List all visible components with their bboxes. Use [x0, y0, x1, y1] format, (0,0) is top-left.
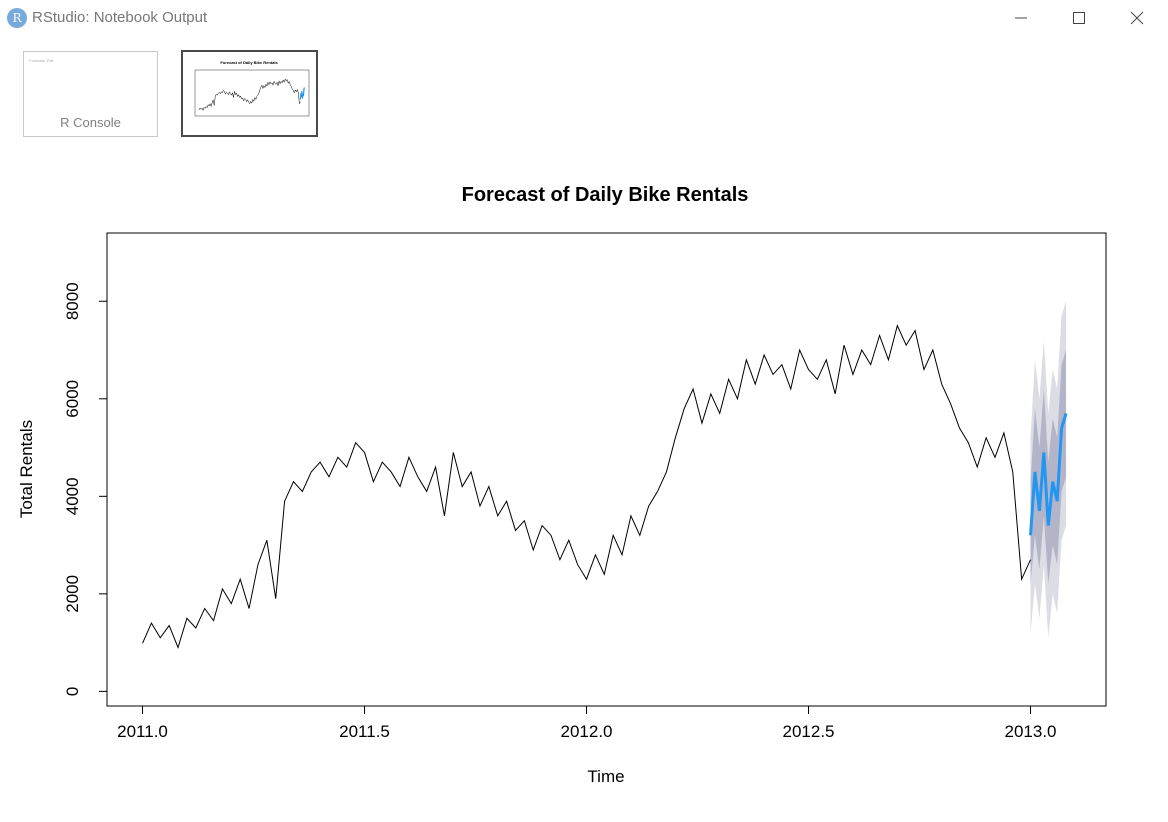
y-tick-label: 2000 — [63, 575, 82, 613]
minimize-icon — [1015, 17, 1027, 19]
x-tick-label: 2011.5 — [339, 722, 390, 741]
thumbnail-chart-title: Forecast of Daily Bike Rentals — [220, 60, 278, 65]
maximize-icon — [1073, 12, 1085, 24]
observed-series-line — [142, 324, 1031, 649]
console-preview-text: Forecast: Flat — [29, 58, 54, 63]
y-tick-label: 6000 — [63, 380, 82, 418]
series-lines — [142, 324, 1068, 649]
console-thumbnail-label: R Console — [60, 115, 121, 130]
minimize-button[interactable] — [999, 4, 1043, 32]
window-title: RStudio: Notebook Output — [32, 9, 208, 26]
close-icon — [1130, 11, 1144, 25]
plot-thumbnail-preview: Forecast of Daily Bike Rentals — [194, 60, 310, 117]
x-tick-label: 2011.0 — [117, 722, 168, 741]
forecast-series-line — [1029, 412, 1068, 536]
forecast-chart: Forecast of Daily Bike Rentals 2011.0 201… — [17, 184, 1107, 786]
close-button[interactable] — [1115, 4, 1159, 32]
title-bar: R RStudio: Notebook Output — [0, 0, 1168, 36]
x-axis-label: Time — [587, 767, 624, 786]
axes: 2011.0 2011.5 2012.0 2012.5 2013.0 0 2000 4000 6… — [63, 282, 1057, 741]
forecast-interval-80 — [1030, 350, 1067, 585]
console-thumbnail[interactable]: Forecast: Flat R Console — [23, 51, 158, 137]
thumbnail-forecast-line — [299, 87, 306, 100]
y-axis-label: Total Rentals — [17, 420, 36, 518]
maximize-button[interactable] — [1057, 4, 1101, 32]
y-tick-label: 0 — [63, 687, 82, 696]
plot-frame — [106, 232, 1107, 707]
x-tick-label: 2013.0 — [1005, 722, 1057, 741]
x-tick-label: 2012.0 — [561, 722, 613, 741]
forecast-intervals — [1030, 301, 1067, 638]
plot-thumbnail[interactable]: Forecast of Daily Bike Rentals — [181, 50, 318, 137]
chart-title: Forecast of Daily Bike Rentals — [462, 184, 749, 206]
y-tick-label: 8000 — [63, 282, 82, 320]
y-tick-label: 4000 — [63, 477, 82, 515]
x-tick-label: 2012.5 — [783, 722, 835, 741]
thumbnail-observed-line — [198, 78, 301, 111]
rstudio-logo-icon: R — [7, 8, 27, 28]
